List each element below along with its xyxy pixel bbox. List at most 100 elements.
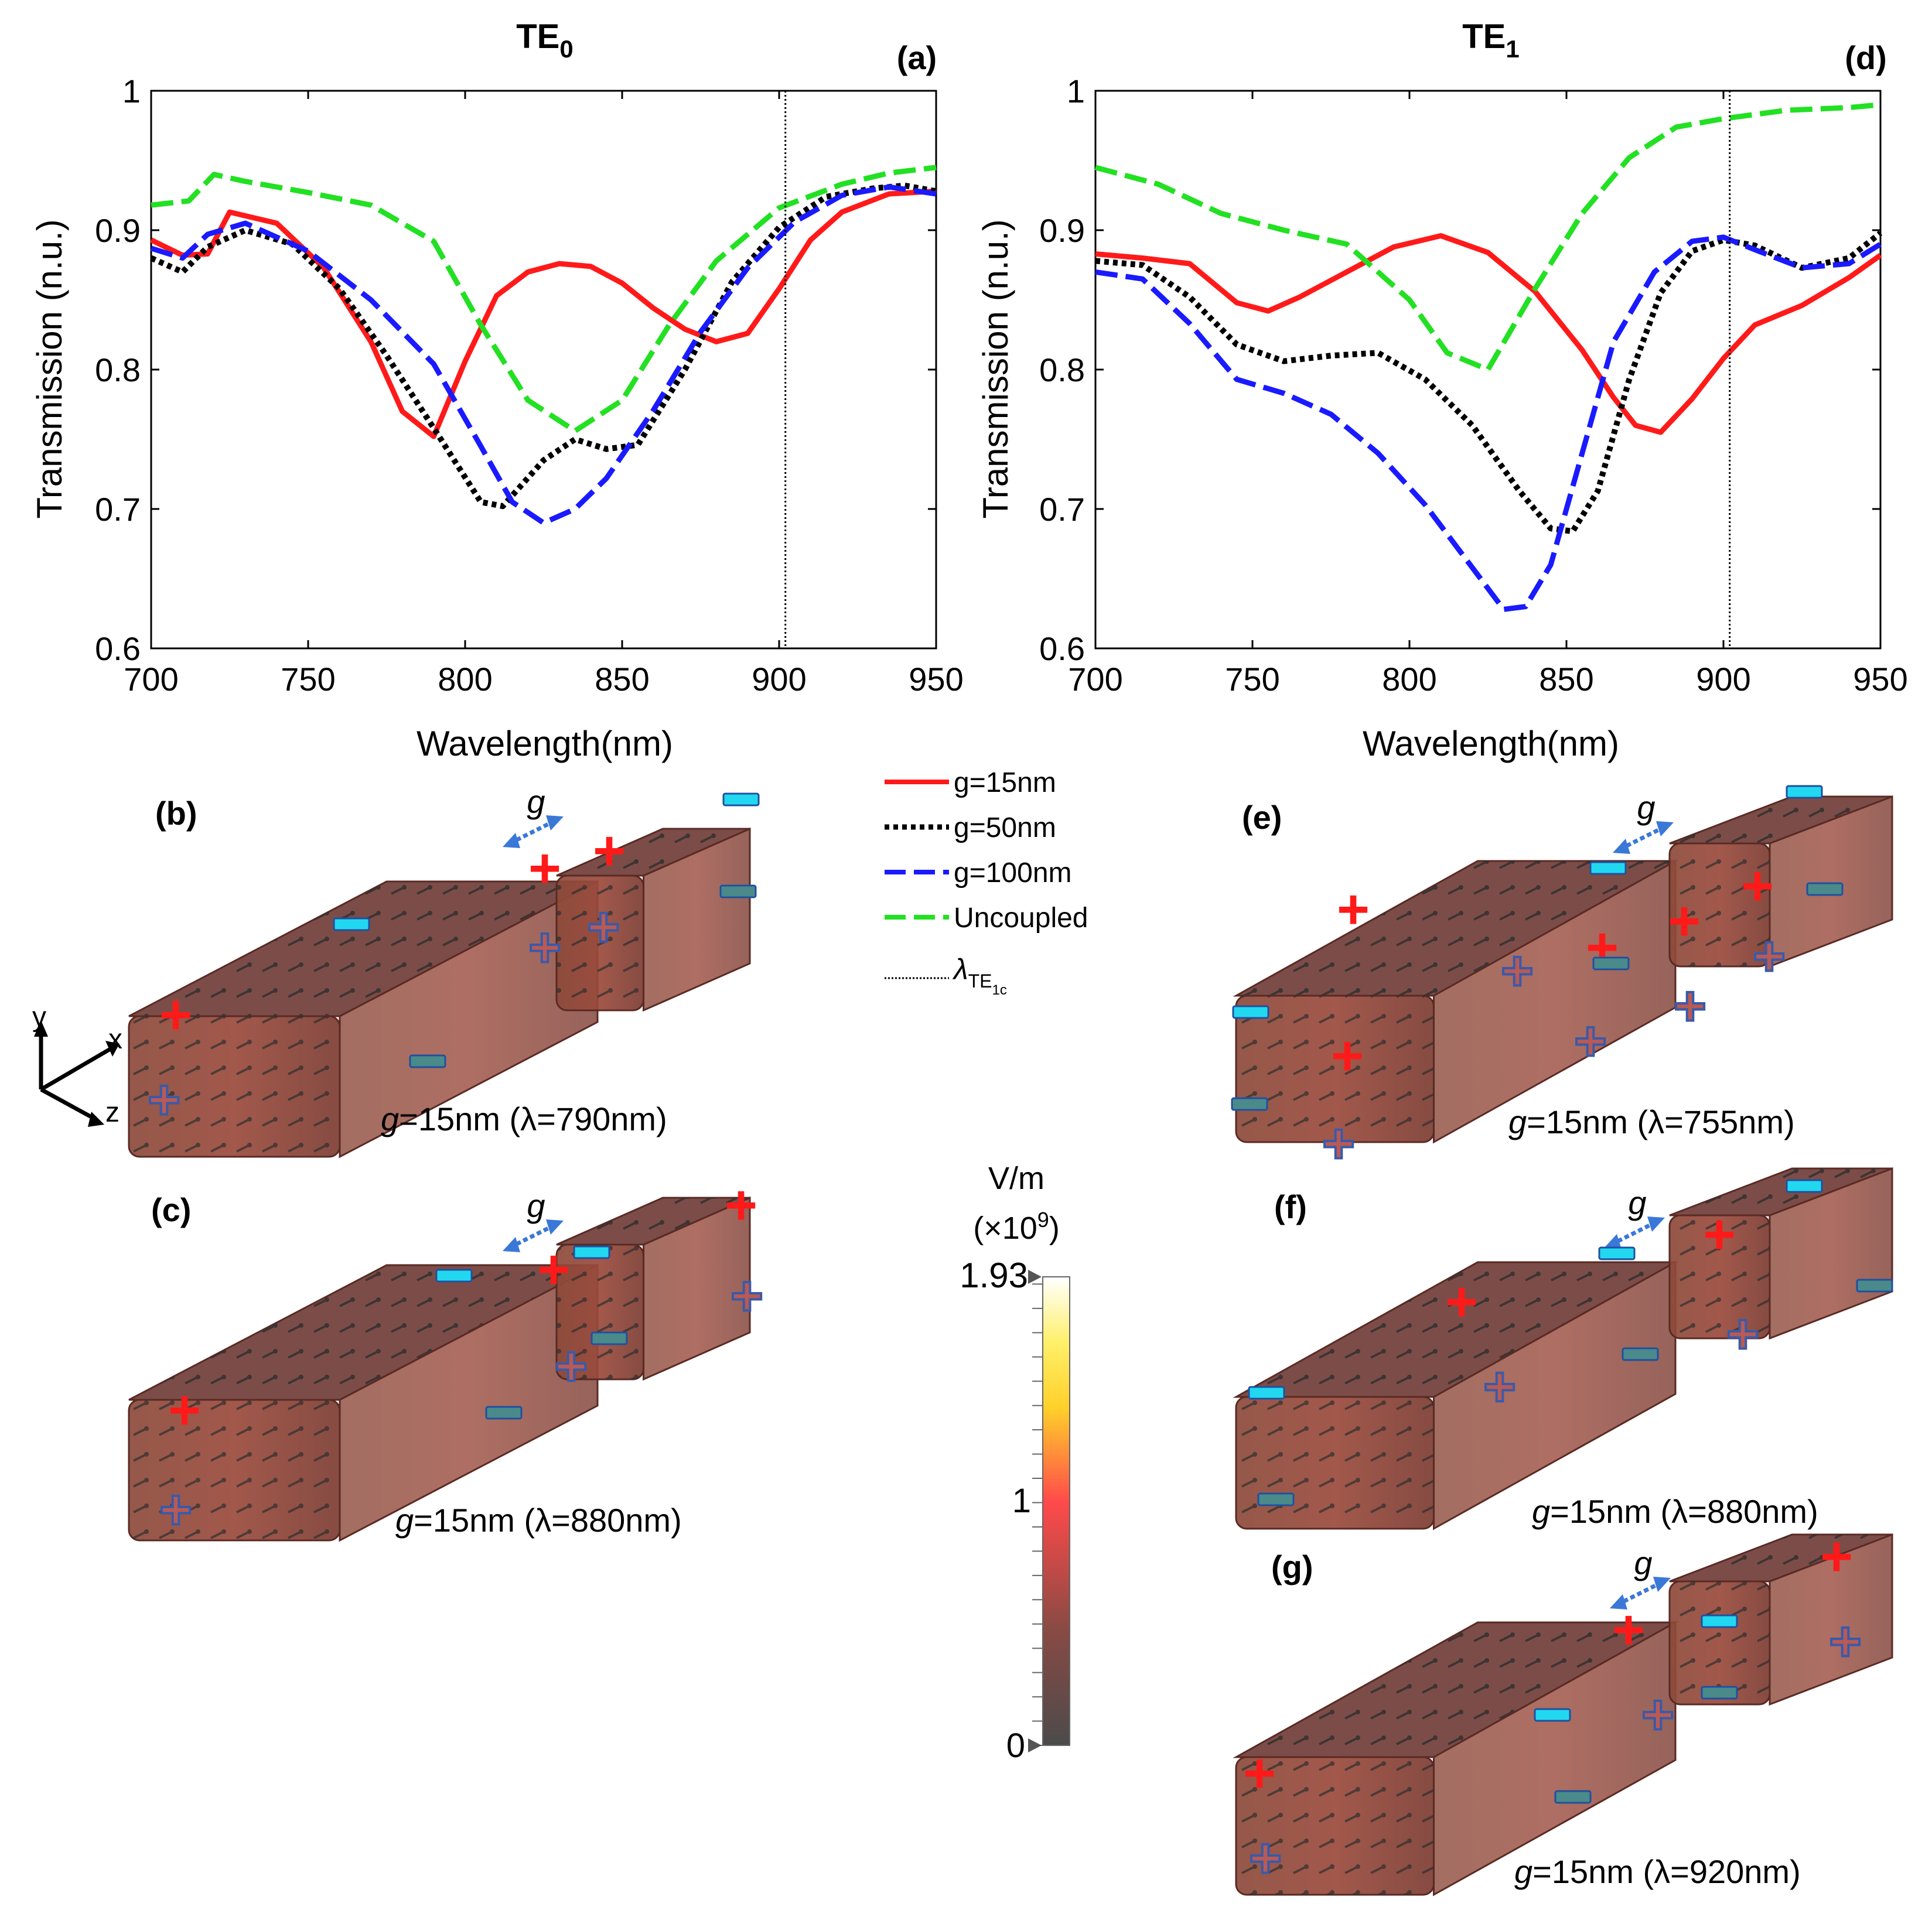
minus-charge-marker (590, 1331, 628, 1345)
colorbar-scale: (×109) (973, 1208, 1060, 1246)
y-tick-label: 0.9 (1039, 212, 1085, 249)
colorbar-unit: V/m (988, 1161, 1044, 1196)
x-tick-label: 700 (1068, 661, 1122, 698)
plus-charge-marker: + (1574, 1010, 1607, 1072)
axis-x-label: x (108, 1024, 122, 1055)
gap-arrow-head (546, 1219, 564, 1235)
series-g100-line (1095, 234, 1882, 612)
minus-charge-marker (1786, 1179, 1823, 1193)
minus-charge-marker (435, 1269, 473, 1283)
colorbar-min-marker (1028, 1738, 1042, 1752)
gap-label: g (1634, 1544, 1652, 1581)
minus-charge-marker (1786, 785, 1823, 799)
gap-arrow-head (1647, 1217, 1665, 1232)
panel-c-label: (c) (151, 1191, 191, 1228)
minus-charge-marker (1554, 1790, 1592, 1804)
y-tick-label: 0.6 (95, 630, 141, 667)
minus-charge-marker (1598, 1246, 1636, 1260)
chart-d-title: TE1 (1462, 18, 1519, 63)
x-tick-label: 900 (1696, 661, 1750, 698)
plus-charge-marker: + (159, 983, 192, 1046)
plus-charge-marker: + (528, 916, 561, 979)
short-nanoblock-side-face (1769, 1533, 1893, 1706)
legend-label-lambda: λTE1c (952, 953, 1007, 998)
minus-charge-marker (1534, 1708, 1571, 1722)
colorbar-mid-label: 1 (1012, 1482, 1031, 1520)
y-tick-label: 0.7 (95, 491, 141, 528)
series-uncoupled-line (1094, 102, 1881, 373)
panel-d-label: (d) (1845, 39, 1887, 76)
minus-charge-marker (1257, 1492, 1295, 1506)
short-nanoblock-front-arrows (1670, 1581, 1770, 1704)
plus-charge-marker: + (1243, 1742, 1276, 1805)
chart-d-transmission-te1: 700 750 800 850 900 950 0.6 0.7 0.8 0.9 1 TE1 (d)… (976, 18, 1908, 763)
plus-charge-marker: + (1703, 1203, 1736, 1266)
plus-charge-marker: + (1612, 1598, 1645, 1661)
long-nanoblock-front-arrows (129, 1400, 340, 1540)
minus-charge-marker (573, 1245, 610, 1259)
y-tick-label: 1 (1067, 73, 1085, 110)
legend-label-uncoupled: Uncoupled (954, 903, 1088, 934)
field-map-panel-f: g++++(f)g=15nm (λ=880nm) (1233, 1167, 1893, 1530)
short-nanoblock-side-face (643, 1196, 751, 1381)
plus-charge-marker: + (1668, 890, 1701, 952)
gap-arrow-head (503, 833, 520, 848)
panel-f-caption: g=15nm (λ=880nm) (1532, 1493, 1818, 1530)
plot-frame (1094, 90, 1882, 650)
x-tick-label: 850 (1539, 661, 1593, 698)
plus-charge-marker: + (1674, 975, 1706, 1037)
axis-y-label: y (32, 1002, 46, 1033)
long-nanoblock-side-face (339, 880, 599, 1159)
chart-a-transmission-te0: 700 750 800 850 900 950 0.6 0.7 0.8 0.9 1 TE0 (a)… (30, 18, 964, 763)
x-axis-ticks: 700 750 800 850 900 950 (124, 91, 964, 698)
short-nanoblock-side-face (1769, 795, 1893, 968)
long-nanoblock-side-face (1433, 859, 1677, 1144)
short-nanoblock-side-face (643, 827, 751, 1012)
plus-charge-marker: + (1726, 1303, 1759, 1365)
field-map-panel-g: g + + + + + + (g) g=15nm (λ=920nm) (1233, 1525, 1893, 1897)
panel-f-label: (f) (1274, 1188, 1307, 1225)
y-axis-ticks: 0.6 0.7 0.8 0.9 1 (95, 73, 936, 667)
y-tick-label: 0.8 (1039, 351, 1085, 388)
series-g15-line (1095, 233, 1882, 435)
panel-a-label: (a) (897, 39, 937, 76)
panel-e-label: (e) (1242, 799, 1282, 836)
minus-charge-marker (1589, 861, 1627, 875)
gap-label: g (527, 1187, 545, 1224)
minus-charge-marker (1592, 956, 1630, 971)
legend-label-g15: g=15nm (954, 767, 1056, 798)
long-nanoblock-front-arrows (1236, 996, 1434, 1142)
colorbar-gradient (1042, 1276, 1070, 1746)
minus-charge-marker (1701, 1686, 1738, 1700)
long-nanoblock-side-face (1433, 1621, 1677, 1897)
long-nanoblock-front-arrows (129, 1016, 340, 1157)
plus-charge-marker: + (159, 1478, 192, 1541)
plot-frame (150, 90, 937, 650)
minus-charge-marker (333, 917, 370, 931)
plus-charge-marker: + (1753, 925, 1786, 987)
colorbar-ticks (1032, 1283, 1043, 1746)
plus-charge-marker: + (587, 896, 620, 958)
long-nanoblock-side-face (339, 1263, 599, 1542)
x-tick-label: 950 (1853, 661, 1907, 698)
chart-a-title: TE0 (516, 18, 573, 63)
colorbar: V/m (×109) 1.93 1 0 (960, 1161, 1070, 1765)
y-tick-label: 0.8 (95, 351, 141, 388)
y-axis-ticks: 0.6 0.7 0.8 0.9 1 (1039, 73, 1880, 667)
axis-z-label: z (105, 1097, 120, 1128)
plus-charge-marker: + (148, 1068, 180, 1131)
coordinate-axes-icon: y x z (32, 1002, 122, 1128)
series-lines (149, 165, 937, 526)
short-nanoblock-field-arrows (1670, 1168, 1892, 1215)
panel-e-caption: g=15nm (λ=755nm) (1508, 1103, 1795, 1140)
y-tick-label: 0.6 (1039, 630, 1085, 667)
x-tick-label: 950 (909, 661, 963, 698)
minus-charge-marker (1856, 1279, 1893, 1293)
panel-b-caption: g=15nm (λ=790nm) (381, 1101, 667, 1137)
minus-charge-marker (1622, 1347, 1659, 1361)
short-nanoblock-field-arrows (1670, 797, 1892, 843)
panel-b-label: (b) (155, 795, 197, 832)
short-nanoblock-front-arrows (557, 1245, 644, 1379)
minus-charge-marker (485, 1406, 523, 1420)
